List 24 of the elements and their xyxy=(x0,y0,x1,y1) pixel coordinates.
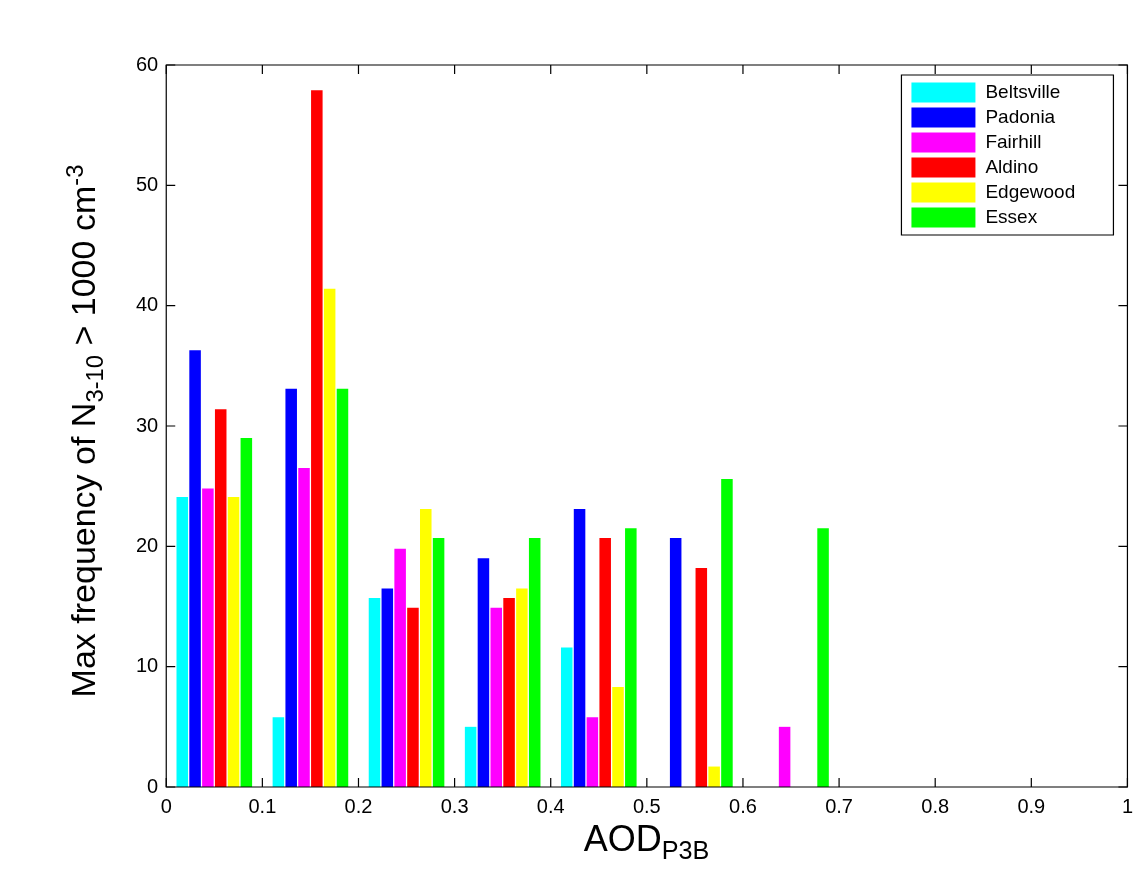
legend-label: Beltsville xyxy=(985,80,1061,102)
y-tick-label: 0 xyxy=(147,774,159,797)
legend-label: Fairhill xyxy=(985,130,1042,152)
y-tick-label: 20 xyxy=(136,533,159,556)
x-tick-label: 0.6 xyxy=(729,794,757,817)
x-tick-label: 0.3 xyxy=(440,794,469,817)
x-tick-label: 0.9 xyxy=(1017,794,1046,817)
legend-label: Edgewood xyxy=(985,180,1076,202)
x-tick-label: 0.5 xyxy=(632,794,661,817)
x-tick-label: 0.8 xyxy=(921,794,950,817)
y-tick-label: 10 xyxy=(136,654,159,677)
x-tick-label: 0.1 xyxy=(248,794,277,817)
x-tick-label: 1 xyxy=(1121,794,1133,817)
x-tick-label: 0.7 xyxy=(825,794,853,817)
y-tick-label: 50 xyxy=(136,172,159,195)
y-tick-label: 40 xyxy=(136,293,159,316)
legend-label: Padonia xyxy=(985,105,1056,127)
x-tick-label: 0.2 xyxy=(344,794,373,817)
x-tick-label: 0.4 xyxy=(536,794,565,817)
y-tick-label: 60 xyxy=(136,52,159,75)
legend-label: Essex xyxy=(985,205,1038,227)
y-tick-label: 30 xyxy=(136,413,159,436)
x-axis-title: AOD$_{P3B}$ xyxy=(582,818,711,866)
legend-label: Aldino xyxy=(985,155,1039,177)
